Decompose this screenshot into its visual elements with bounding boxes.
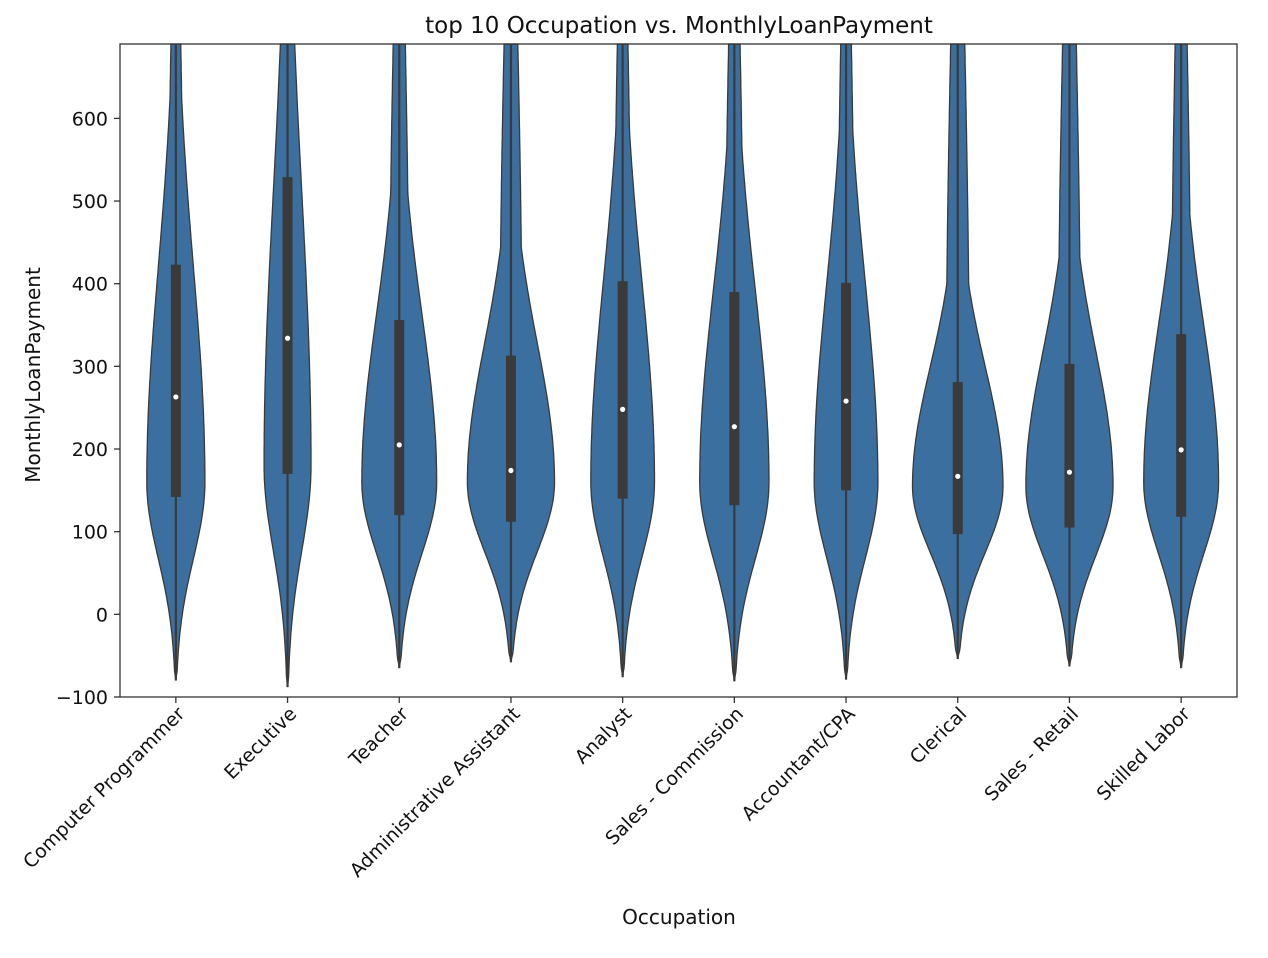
violin-iqr-box [952, 382, 963, 535]
y-tick-label: −100 [56, 687, 108, 709]
y-tick-label: 600 [72, 108, 108, 130]
y-tick-label: 500 [72, 191, 108, 213]
y-tick-label: 300 [72, 356, 108, 378]
violin-median-point [1066, 469, 1073, 475]
violin-median-point [843, 398, 849, 404]
violin-median-point [731, 424, 737, 430]
violin-iqr-box [617, 281, 628, 499]
y-axis-label: MonthlyLoanPayment [21, 267, 45, 483]
x-axis-label: Occupation [622, 905, 736, 929]
x-tick-label: Clerical [906, 703, 972, 769]
x-tick-label: Accountant/CPA [737, 703, 859, 825]
plot-frame [119, 43, 1238, 698]
violin-iqr-box [1176, 334, 1187, 517]
x-tick-label: Analyst [571, 703, 636, 768]
violin-median-point [508, 467, 514, 474]
violin-median-point [284, 335, 291, 341]
violin-iqr-box [729, 291, 740, 506]
violin-iqr-box [282, 177, 293, 474]
violin-median-point [1178, 447, 1184, 453]
chart-title: top 10 Occupation vs. MonthlyLoanPayment [425, 13, 933, 39]
violin-iqr-box [841, 282, 852, 491]
y-tick-label: 100 [72, 522, 108, 544]
violin-iqr-box [1064, 363, 1075, 528]
violin-iqr-box [170, 264, 181, 497]
x-tick-label: Skilled Labor [1093, 703, 1195, 805]
violin-median-point [955, 473, 961, 479]
x-tick-label: Computer Programmer [19, 703, 189, 873]
violin-median-point [620, 406, 626, 412]
x-tick-label: Sales - Retail [980, 703, 1083, 806]
y-axis: −100 0 100 200 300 400 500 600 [56, 108, 120, 709]
y-tick-label: 200 [72, 439, 108, 461]
x-tick-label: Executive [220, 703, 301, 784]
x-axis: Computer Programmer Executive TeacherAdmin… [19, 697, 1195, 882]
violin-median-point [396, 442, 402, 448]
y-tick-label: 400 [72, 274, 108, 296]
y-tick-label: 0 [96, 604, 108, 626]
violin-iqr-box [505, 355, 516, 522]
x-tick-label: Teacher [344, 703, 413, 772]
violin-layer [146, 43, 1220, 688]
violin-median-point [173, 394, 179, 400]
violin-iqr-box [394, 320, 405, 516]
